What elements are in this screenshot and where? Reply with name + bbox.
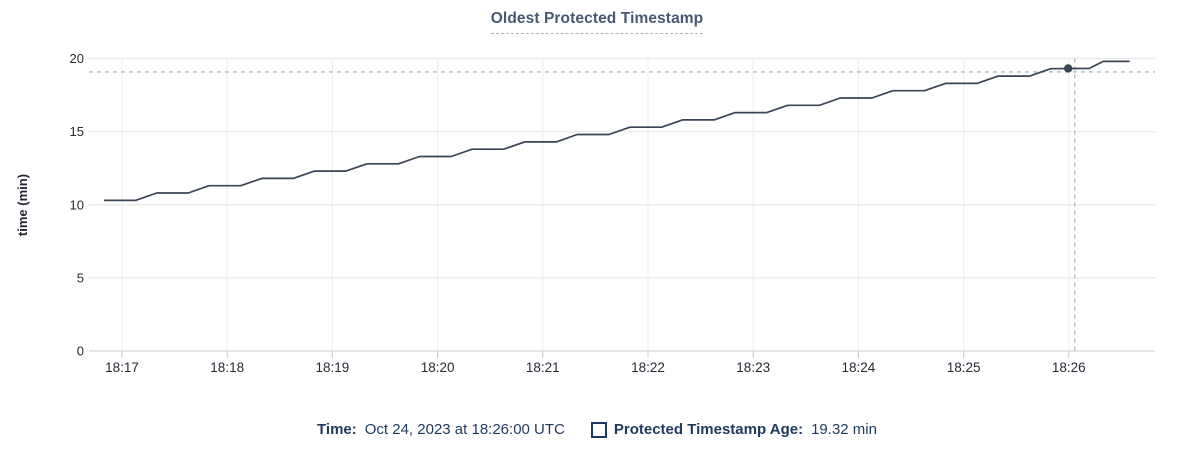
legend-time: Time: Oct 24, 2023 at 18:26:00 UTC [317,421,565,438]
x-tick-label: 18:26 [1052,360,1086,375]
y-tick-label: 15 [70,124,84,139]
x-tick-label: 18:24 [842,360,876,375]
y-tick-label: 10 [70,197,84,212]
y-axis-label: time (min) [15,174,30,236]
x-tick-label: 18:17 [105,360,139,375]
hover-legend: Time: Oct 24, 2023 at 18:26:00 UTC Prote… [0,421,1194,438]
legend-series-toggle[interactable]: Protected Timestamp Age: 19.32 min [590,421,877,438]
legend-series-value: 19.32 min [811,421,877,438]
x-tick-label: 18:19 [316,360,350,375]
x-tick-label: 18:25 [947,360,981,375]
x-tick-label: 18:20 [421,360,455,375]
x-tick-label: 18:23 [736,360,770,375]
legend-series-label: Protected Timestamp Age: [613,421,804,438]
x-tick-label: 18:18 [210,360,244,375]
timeseries-chart[interactable]: 0 5 10 15 20 18:17 18:18 18:19 18:20 18:21 18:22 18… [0,40,1194,418]
series-checkbox-icon[interactable] [590,421,607,438]
chart-header: Oldest Protected Timestamp [0,10,1194,34]
y-tick-label: 5 [77,270,84,285]
x-tick-label: 18:22 [631,360,665,375]
legend-time-label: Time: [317,421,357,438]
x-tick-label: 18:21 [526,360,560,375]
chart-title[interactable]: Oldest Protected Timestamp [490,10,704,34]
y-tick-label: 0 [77,344,84,359]
y-tick-label: 20 [70,51,84,66]
series-line [104,60,1130,202]
hover-point-dot [1064,64,1073,73]
legend-time-value: Oct 24, 2023 at 18:26:00 UTC [364,421,565,438]
